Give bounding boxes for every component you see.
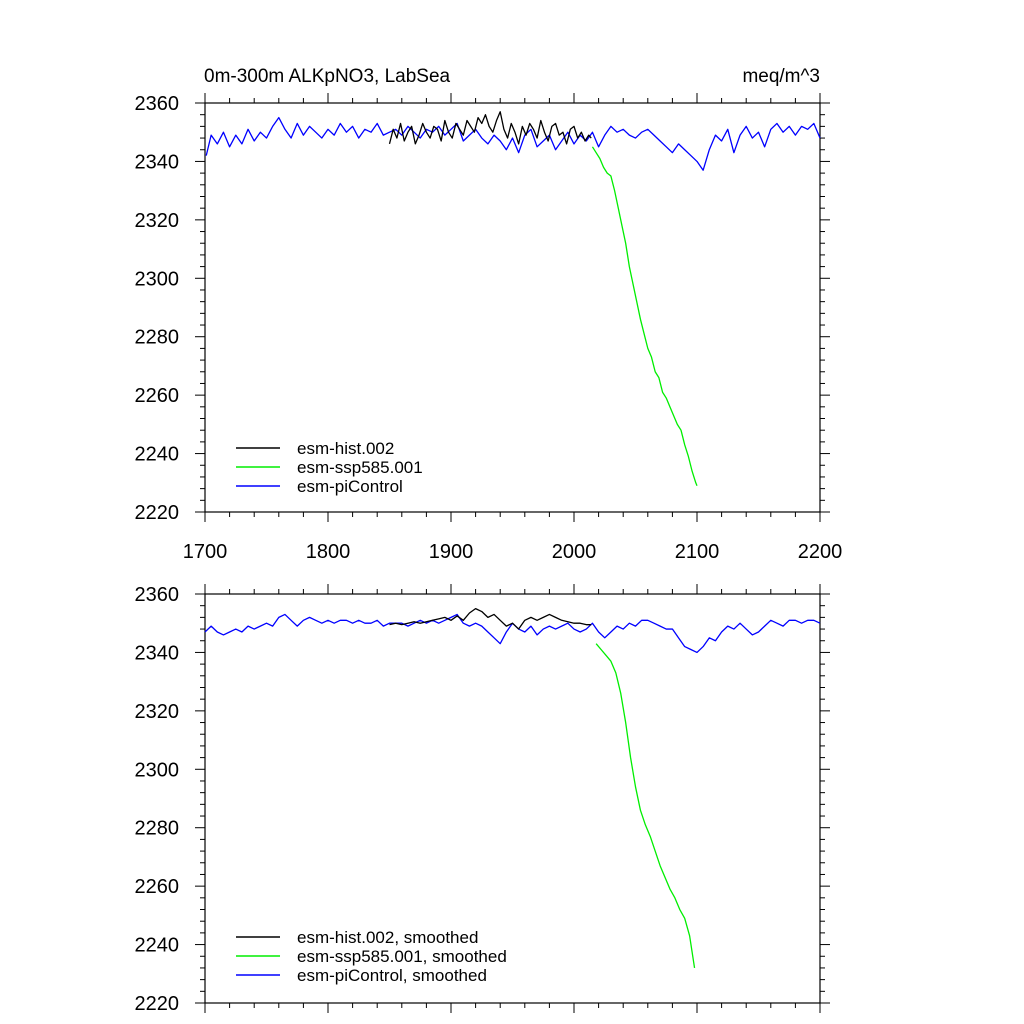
chart-title: 0m-300m ALKpNO3, LabSea xyxy=(204,66,451,87)
y-tick-label: 2360 xyxy=(135,93,180,115)
y-tick-label: 2320 xyxy=(135,701,180,723)
y-tick-label: 2300 xyxy=(135,759,180,781)
x-tick-label: 1900 xyxy=(429,541,474,563)
y-tick-label: 2220 xyxy=(135,502,180,524)
x-tick-label: 2100 xyxy=(675,541,720,563)
x-tick-label: 2000 xyxy=(552,541,597,563)
series-line-picontrol xyxy=(205,116,821,171)
top-panel: 2220 2240 2260 2280 2300 2320 2340 2360 1700 1800… xyxy=(135,93,843,563)
y-tick-label: 2260 xyxy=(135,876,180,898)
series-line-picontrol xyxy=(204,613,821,654)
y-tick-label: 2340 xyxy=(135,642,180,664)
legend-label: esm-ssp585.001 xyxy=(297,458,423,477)
plot-frame xyxy=(204,102,821,513)
y-tick-label: 2280 xyxy=(135,327,180,349)
legend-label: esm-piControl, smoothed xyxy=(297,966,487,985)
y-tick-label: 2260 xyxy=(135,385,180,407)
legend-label: esm-piControl xyxy=(297,477,403,496)
x-tick-label: 1800 xyxy=(306,541,351,563)
y-tick-label: 2320 xyxy=(135,210,180,232)
y-tick-label: 2360 xyxy=(135,584,180,606)
y-tick-label: 2240 xyxy=(135,935,180,957)
y-tick-label: 2300 xyxy=(135,268,180,290)
units-label: meq/m^3 xyxy=(742,66,820,87)
y-tick-label: 2240 xyxy=(135,444,180,466)
x-tick-label: 1700 xyxy=(183,541,228,563)
legend-label: esm-hist.002, smoothed xyxy=(297,928,478,947)
x-tick-label: 2200 xyxy=(798,541,843,563)
plot-frame xyxy=(204,593,821,1004)
series-line-ssp585 xyxy=(595,643,696,969)
legend-label: esm-ssp585.001, smoothed xyxy=(297,947,507,966)
y-tick-label: 2220 xyxy=(135,993,180,1015)
series-line-hist xyxy=(388,111,592,145)
series-line-ssp585 xyxy=(591,146,698,486)
y-tick-label: 2340 xyxy=(135,151,180,173)
series-line-hist xyxy=(389,607,592,630)
legend-label: esm-hist.002 xyxy=(297,439,394,458)
bottom-panel: 2220 2240 2260 2280 2300 2320 2340 2360 esm-hist… xyxy=(135,584,830,1015)
y-tick-label: 2280 xyxy=(135,818,180,840)
